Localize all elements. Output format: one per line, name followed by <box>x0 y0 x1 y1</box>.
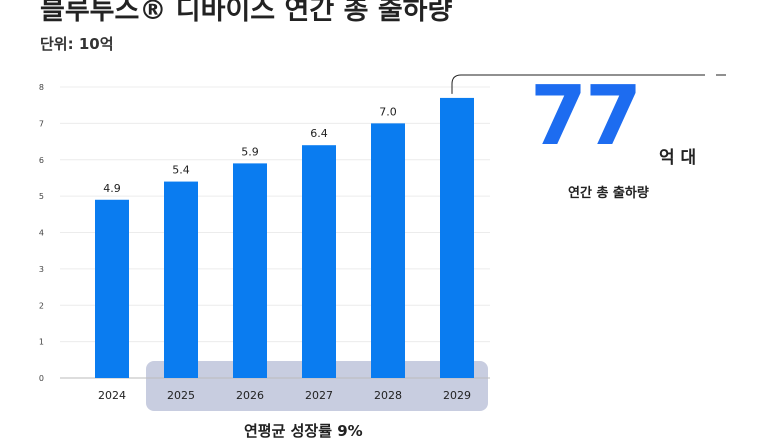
y-tick-label: 7 <box>39 119 44 128</box>
x-tick-label-2025: 2025 <box>167 389 195 402</box>
x-tick-label-2026: 2026 <box>236 389 264 402</box>
y-tick-label: 8 <box>39 83 44 92</box>
bar-2028 <box>371 123 405 378</box>
y-tick-label: 3 <box>39 265 44 274</box>
bar-2026 <box>233 163 267 378</box>
y-tick-label: 5 <box>39 192 44 201</box>
data-label-2024: 4.9 <box>103 182 121 195</box>
chart-title: 블루투스® 디바이스 연간 총 출하량 <box>40 0 453 26</box>
y-tick-label: 2 <box>39 301 44 310</box>
data-label-2027: 6.4 <box>310 127 328 140</box>
data-label-2025: 5.4 <box>172 164 190 177</box>
x-tick-label-2027: 2027 <box>305 389 333 402</box>
data-label-2026: 5.9 <box>241 145 259 158</box>
callout-unit: 억 대 <box>659 148 697 168</box>
footer-cagr-text: 연평균 성장률 9% <box>244 422 363 440</box>
callout-subtext: 연간 총 출하량 <box>568 186 649 201</box>
x-tick-label-2029: 2029 <box>443 389 471 402</box>
y-tick-label: 1 <box>39 338 44 347</box>
callout-leader-line <box>451 74 705 94</box>
bar-2027 <box>302 145 336 378</box>
bar-2025 <box>164 181 198 378</box>
x-tick-label-2024: 2024 <box>98 389 126 402</box>
x-tick-label-2028: 2028 <box>374 389 402 402</box>
data-label-2028: 7.0 <box>379 105 397 118</box>
y-tick-label: 0 <box>39 374 44 383</box>
callout-big-number: 77 <box>530 69 642 164</box>
bar-2029 <box>440 97 474 378</box>
unit-label: 단위: 10억 <box>40 35 114 53</box>
y-tick-label: 6 <box>39 156 44 165</box>
y-tick-label: 4 <box>39 229 44 238</box>
bar-2024 <box>95 199 129 378</box>
